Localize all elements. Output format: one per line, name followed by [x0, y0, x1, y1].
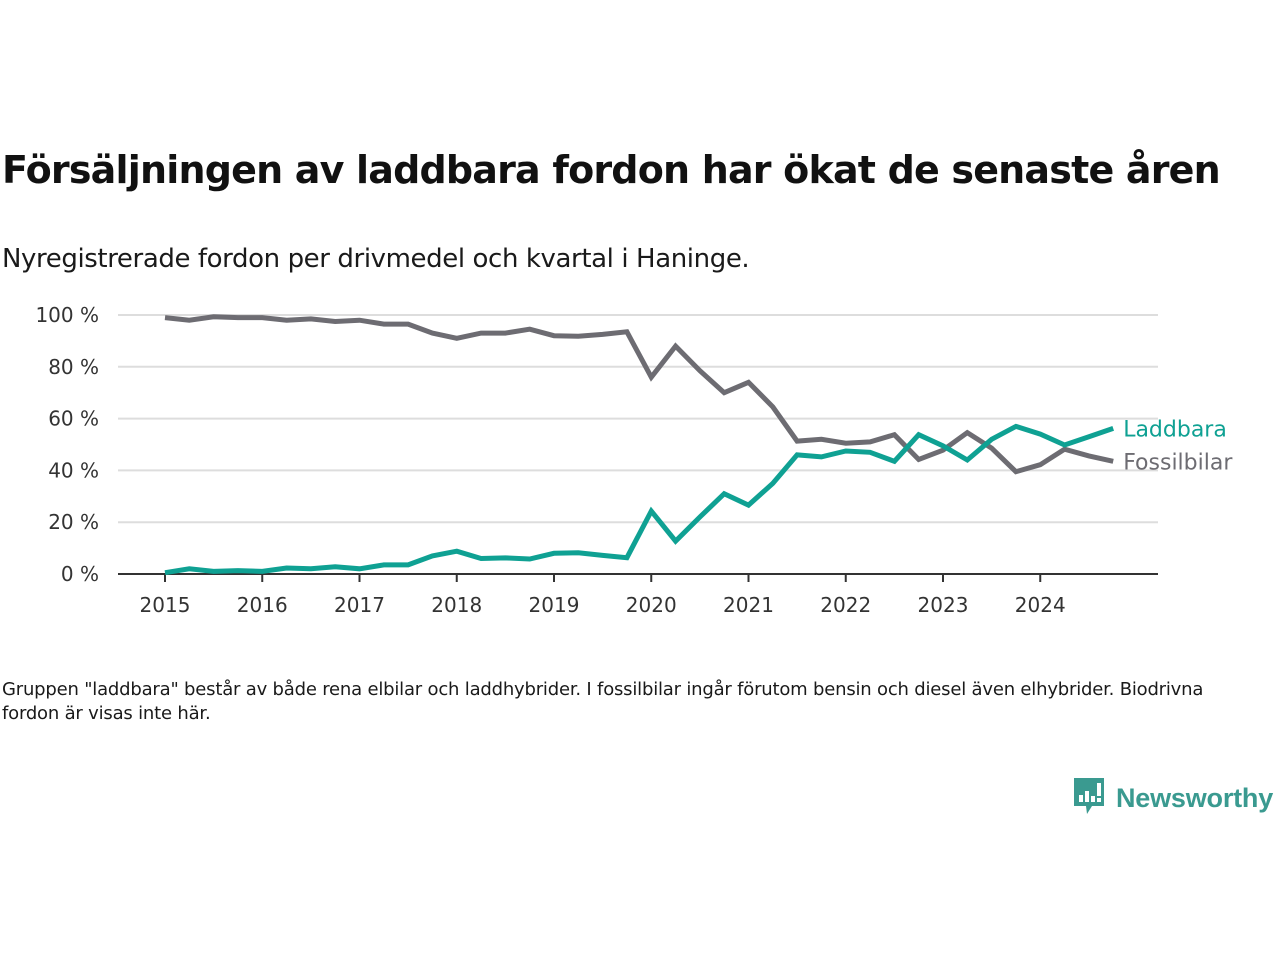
series-line-fossilbilar	[164, 314, 1114, 475]
y-tick-label: 60 %	[48, 407, 99, 431]
x-tick-label: 2015	[140, 593, 191, 617]
x-tick-label: 2020	[626, 593, 677, 617]
y-tick-label: 20 %	[48, 510, 99, 534]
y-tick-label: 0 %	[61, 562, 99, 586]
x-tick-label: 2023	[918, 593, 969, 617]
newsworthy-logo-icon	[1072, 776, 1106, 820]
series-label-laddbara: Laddbara	[1123, 417, 1227, 442]
line-chart: 0 %20 %40 %60 %80 %100 % 2015 2016 2017 201…	[35, 303, 1233, 617]
x-tick-label: 2018	[431, 593, 482, 617]
grid-lines	[118, 314, 1158, 524]
newsworthy-brand[interactable]: Newsworthy	[1072, 776, 1273, 820]
series-line-laddbara	[164, 423, 1115, 576]
chart-title: Försäljningen av laddbara fordon har öka…	[2, 148, 1221, 192]
y-tick-label: 40 %	[48, 458, 99, 482]
x-axis: 2015 2016 2017 2018 2019 2020 2021 2022 2023 2024	[118, 573, 1158, 617]
x-tick-label: 2022	[820, 593, 871, 617]
brand-name: Newsworthy	[1116, 782, 1274, 813]
series-labels: Laddbara Fossilbilar	[1123, 417, 1233, 475]
y-axis: 0 % 20 % 40 % 60 % 80 % 100 %	[35, 303, 99, 586]
x-tick-label: 2019	[529, 593, 580, 617]
y-tick-label: 80 %	[48, 355, 99, 379]
footnote: Gruppen "laddbara" består av både rena e…	[2, 679, 1204, 724]
x-tick-label: 2024	[1015, 593, 1066, 617]
series-label-fossilbilar: Fossilbilar	[1123, 450, 1233, 475]
x-tick-label: 2016	[237, 593, 288, 617]
chart-subtitle: Nyregistrerade fordon per drivmedel och …	[2, 244, 750, 274]
series-lines	[164, 314, 1115, 576]
y-tick-label: 100 %	[35, 303, 99, 327]
x-tick-label: 2021	[723, 593, 774, 617]
x-tick-label: 2017	[334, 593, 385, 617]
